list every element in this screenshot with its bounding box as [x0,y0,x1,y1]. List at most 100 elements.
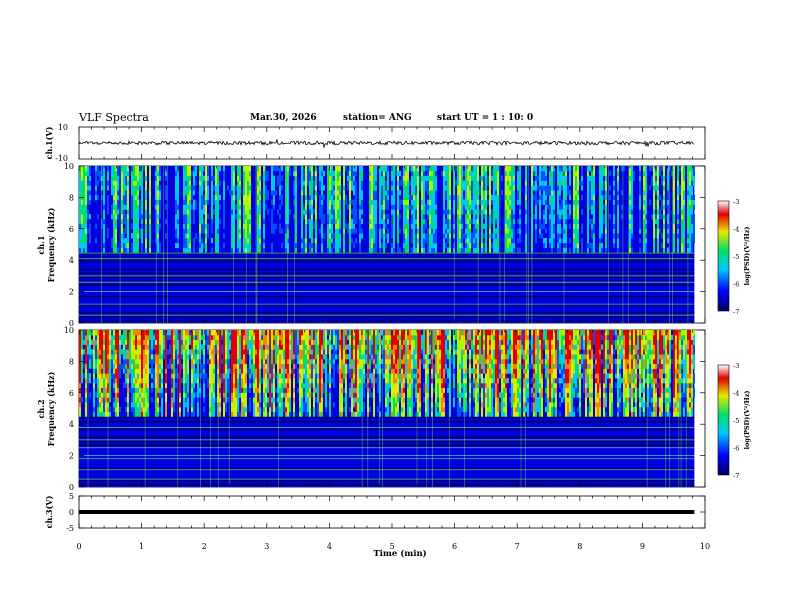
spectrogram-cell [195,392,197,398]
spectrogram-cell [187,237,189,244]
spectrogram-cell [361,166,363,172]
spectrogram-cell [89,175,91,181]
spectrogram-cell [279,223,281,229]
spectrogram-cell [207,199,209,205]
spectrogram-cell [83,247,85,253]
spectrogram-cell [85,368,87,374]
spectrogram-cell [269,406,271,413]
spectrogram-cell [99,406,101,413]
spectrogram-cell [135,189,137,196]
spectrogram-cell [257,175,259,181]
spectrogram-cell [119,353,121,360]
spectrogram-cell [157,373,159,379]
spectrogram-cell [679,166,681,172]
spectrogram-cell [397,204,399,210]
spectrogram-cell [415,218,417,225]
spectrogram-cell [79,175,81,181]
spectrogram-cell [661,175,663,181]
spectrogram-cell [457,242,459,249]
spectrogram-cell [537,185,539,191]
spectrogram-cell [145,233,147,239]
spectrogram-cell [557,199,559,205]
spectrogram-cell [121,242,123,249]
spectrogram-cell [587,194,589,201]
spectrogram-cell [209,406,211,413]
spectrogram-cell [487,199,489,205]
spectrogram-cell [491,233,493,239]
spectrogram-cell [353,170,355,177]
spectrogram-cell [329,170,331,177]
spectrogram-cell [435,166,437,172]
spectrogram-cell [183,204,185,210]
spectrogram-cell [147,397,149,403]
spectrogram-cell [507,185,509,191]
spectrogram-cell [149,233,151,239]
spectrogram-cell [81,247,83,253]
spectrogram-cell [137,218,139,225]
spectrogram-cell [279,175,281,181]
spectrogram-cell [237,223,239,229]
spectrogram-cell [99,368,101,374]
spectrogram-cell [113,209,115,215]
spectrogram-cell [259,228,261,234]
spectrogram-cell [313,180,315,186]
spectrogram-cell [657,247,659,253]
spectrogram-cell [577,223,579,229]
spectrogram-cell [693,223,695,229]
spectrogram-cell [223,199,225,205]
spectrogram-cell [489,247,491,253]
spectrogram-cell [201,194,203,201]
spectrogram-cell [329,175,331,181]
spectrogram-cell [175,166,177,172]
spectrogram-cell [149,185,151,191]
spectrogram-cell [307,170,309,177]
spectrogram-cell [445,228,447,234]
spectrogram-cell [219,334,221,341]
spectrogram-cell [381,175,383,181]
spectrogram-cell [263,242,265,249]
spectrogram-cell [163,349,165,355]
spectrogram-cell [305,204,307,210]
spectrogram-cell [167,330,169,336]
spectrogram-cell [495,237,497,244]
spectrogram-cell [383,233,385,239]
spectrogram-cell [79,377,81,384]
spectrogram-cell [185,194,187,201]
spectrogram-cell [469,209,471,215]
spectrogram-cell [97,406,99,413]
spectrogram-cell [435,194,437,201]
spectrogram-cell [285,170,287,177]
spectrogram-cell [269,368,271,374]
spectrogram-cell [289,377,291,384]
spectrogram-cell [193,392,195,398]
spectrogram-cell [605,242,607,249]
spectrogram-cell [305,189,307,196]
spectrogram-cell [135,349,137,355]
spectrogram-cell [397,194,399,201]
spectrogram-cell [449,242,451,249]
spectrogram-cell [461,247,463,253]
spectrogram-cell [187,339,189,345]
spectrogram-cell [227,185,229,191]
spectrogram-cell [273,353,275,360]
spectrogram-cell [145,368,147,374]
spectrogram-cell [271,209,273,215]
spectrogram-cell [469,223,471,229]
spectrogram-cell [247,330,249,336]
spectrogram-cell [103,204,105,210]
spectrogram-cell [497,194,499,201]
spectrogram-cell [153,344,155,350]
spectrogram-cell [405,175,407,181]
spectrogram-cell [333,199,335,205]
spectrogram-cell [295,228,297,234]
spectrogram-cell [203,353,205,360]
spectrogram-cell [113,237,115,244]
spectrogram-cell [155,382,157,389]
spectrogram-cell [303,213,305,220]
spectrogram-cell [577,233,579,239]
spectrogram-cell [215,344,217,350]
spectrogram-cell [263,233,265,239]
spectrogram-cell [345,199,347,205]
spectrogram-cell [295,180,297,186]
spectrogram-cell [689,209,691,215]
